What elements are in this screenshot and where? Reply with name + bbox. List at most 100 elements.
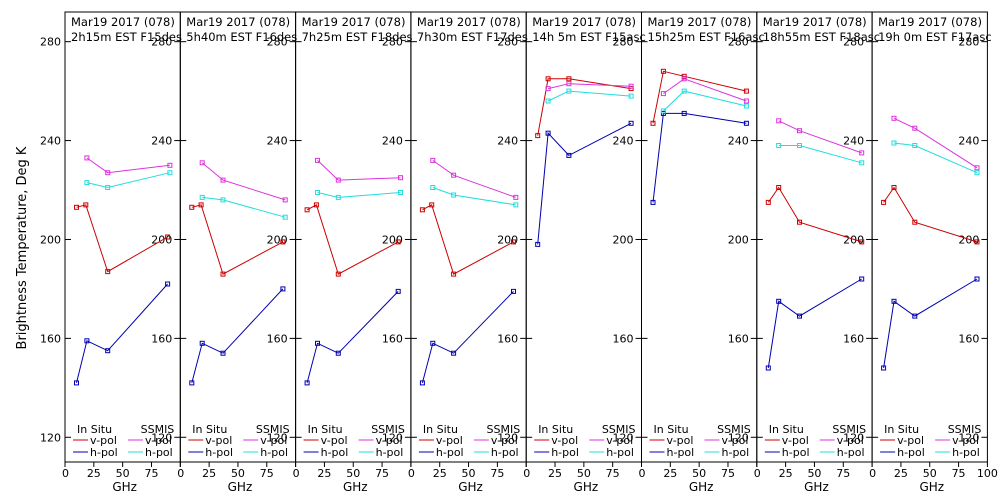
series-marker-insitu-hpol [681,110,687,116]
series-line-ssmis-hpol [86,172,171,189]
legend-label-ssmis-vpol: v-pol [952,434,979,447]
series-line-ssmis-hpol [547,90,632,102]
series-line-ssmis-hpol [893,142,978,174]
panel-7: Mar19 2017 (078)18h55m EST F18asc 120 160 2… [754,11,880,494]
legend-label-insitu-hpol: h-pol [321,446,349,459]
series-marker-insitu-vpol [545,76,551,82]
y-tick-label: 160 [497,332,518,345]
legend-insitu-heading: In Situ [769,423,804,436]
series-marker-ssmis-hpol [430,185,436,190]
series-marker-insitu-hpol [220,350,226,356]
series-marker-ssmis-hpol [282,214,288,220]
legend-ssmis-heading: SSMIS [948,423,982,436]
series-marker-insitu-vpol [451,271,457,277]
series-marker-ssmis-hpol [167,170,173,176]
x-tick-label: 100 [977,467,998,480]
y-tick-label: 200 [728,233,749,246]
panel-title: Mar19 2017 (078) [763,15,867,29]
x-tick-label: 25 [663,467,677,480]
x-tick-label: 25 [433,467,447,480]
series-marker-insitu-hpol [419,380,425,386]
x-tick-label: 0 [62,467,69,480]
series-marker-ssmis-vpol [891,115,897,121]
series-marker-ssmis-hpol [105,185,111,190]
series-marker-insitu-vpol [912,219,918,225]
y-tick-label: 120 [958,431,979,444]
legend-label-ssmis-vpol: v-pol [376,434,403,447]
x-axis-label: GHz [228,480,253,494]
y-tick-label-left: 160 [40,332,61,345]
panel-3: Mar19 2017 (078)7h25m EST F18des 120 160 20… [293,11,413,494]
series-marker-ssmis-vpol [743,98,749,104]
series-marker-ssmis-hpol [681,88,687,94]
legend-label-insitu-vpol: v-pol [897,434,924,447]
series-marker-insitu-vpol [105,269,111,275]
x-tick-label: 25 [894,467,908,480]
y-tick-label: 240 [497,135,518,148]
series-marker-insitu-hpol [545,130,551,136]
series-marker-insitu-hpol [776,298,782,304]
legend-label-ssmis-hpol: h-pol [952,446,980,459]
series-marker-insitu-hpol [165,281,171,287]
series-line-ssmis-vpol [893,117,978,169]
series-marker-insitu-vpol [395,239,401,245]
panel-title: Mar19 2017 (078) [878,15,982,29]
series-marker-insitu-vpol [776,185,782,190]
y-tick-label: 280 [613,36,634,49]
panel-2: Mar19 2017 (078)5h40m EST F16des 120 160 20… [177,11,297,494]
panel-1: Mar19 2017 (078)2h15m EST F15des 120 160 20… [40,11,182,494]
series-marker-insitu-hpol [105,348,111,354]
legend-label-insitu-hpol: h-pol [205,446,233,459]
series-line-insitu-vpol [76,204,168,273]
series-marker-ssmis-vpol [398,175,403,181]
x-tick-label: 0 [639,467,646,480]
series-marker-insitu-hpol [335,350,341,356]
y-tick-label: 160 [151,332,172,345]
legend-label-ssmis-hpol: h-pol [260,446,288,459]
series-line-insitu-vpol [191,204,284,275]
x-tick-label: 50 [231,467,245,480]
x-tick-label: 50 [116,467,130,480]
series-marker-insitu-vpol [419,207,425,213]
x-tick-label: 25 [779,467,793,480]
legend-insitu-heading: In Situ [423,423,458,436]
legend-label-ssmis-vpol: v-pol [491,434,518,447]
legend-label-insitu-vpol: v-pol [90,434,117,447]
series-marker-ssmis-vpol [315,157,320,163]
legend-label-insitu-hpol: h-pol [897,446,925,459]
legend-label-insitu-hpol: h-pol [90,446,118,459]
panel-subtitle: 2h15m EST F15des [71,30,182,44]
x-tick-label: 75 [606,467,620,480]
series-marker-insitu-vpol [660,68,666,74]
y-tick-label: 280 [497,36,518,49]
series-marker-ssmis-hpol [797,143,802,148]
legend-label-ssmis-vpol: v-pol [837,434,864,447]
series-marker-insitu-hpol [765,365,771,371]
x-axis-label: GHz [343,480,368,494]
series-line-insitu-hpol [767,278,862,369]
legend-ssmis-heading: SSMIS [141,423,175,436]
series-marker-ssmis-vpol [167,162,173,168]
series-marker-ssmis-vpol [776,118,782,124]
series-marker-insitu-vpol [765,199,771,205]
series-marker-insitu-hpol [566,152,572,158]
panel-subtitle: 5h40m EST F16des [186,30,297,44]
series-marker-ssmis-vpol [859,150,865,156]
series-line-ssmis-vpol [201,162,286,201]
x-tick-label: 0 [177,467,184,480]
series-marker-ssmis-vpol [681,76,687,82]
legend-label-insitu-vpol: v-pol [321,434,348,447]
series-marker-insitu-hpol [315,340,320,346]
y-tick-label: 280 [151,36,172,49]
series-line-insitu-vpol [537,78,632,136]
panel-subtitle: 7h25m EST F18des [302,30,413,44]
series-marker-ssmis-vpol [660,91,666,97]
series-marker-ssmis-vpol [545,86,551,92]
series-marker-insitu-hpol [189,380,195,386]
series-marker-ssmis-hpol [513,202,519,208]
series-marker-ssmis-hpol [859,160,865,166]
x-tick-label: 75 [260,467,274,480]
series-marker-insitu-hpol [628,120,634,126]
